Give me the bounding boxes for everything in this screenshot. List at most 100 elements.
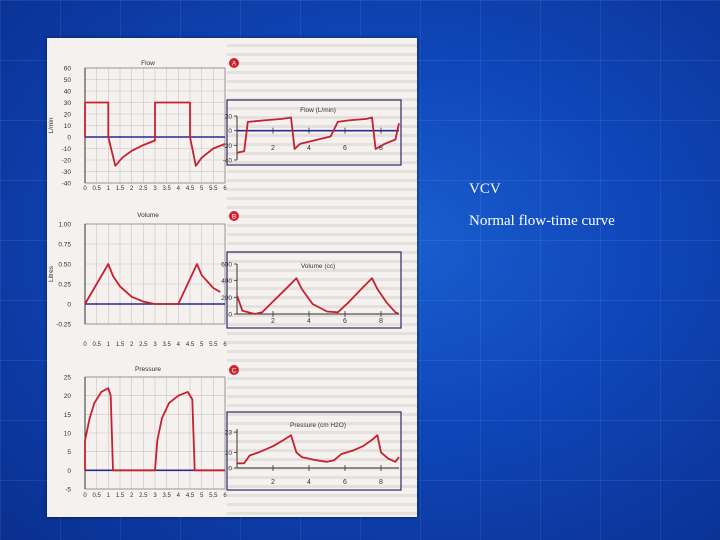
x-tick-label: 6	[223, 342, 227, 348]
x-tick-label: 0.5	[92, 186, 101, 192]
y-tick-label: 20	[225, 114, 233, 121]
y-tick-label: 0	[228, 312, 232, 319]
x-tick-label: 0	[83, 342, 87, 348]
y-tick-label: 0.75	[58, 242, 71, 249]
x-tick-label: 2.5	[139, 493, 148, 499]
x-tick-label: 2	[271, 145, 275, 152]
y-tick-label: 0	[67, 468, 71, 475]
x-tick-label: 0.5	[92, 342, 101, 348]
data-series-line	[84, 387, 225, 472]
x-tick-label: 6	[343, 145, 347, 152]
x-tick-label: 4	[177, 186, 181, 192]
y-tick-label: 0.50	[58, 262, 71, 269]
y-tick-label: -5	[65, 487, 71, 494]
y-tick-label: 20	[64, 112, 72, 119]
x-tick-label: 4	[177, 342, 181, 348]
y-tick-label: 50	[64, 77, 72, 84]
panel-badge	[229, 58, 239, 68]
y-tick-label: 25	[64, 375, 72, 382]
x-tick-label: 4	[307, 318, 311, 325]
y-axis-label: L/min	[48, 117, 55, 133]
x-tick-label: 2	[130, 342, 134, 348]
textbook-figure-image: 60 50 40 30 20 10 0 -10 -20 -30 -40 0 0.5 1 1.5 2 2.5 3 3.…	[47, 38, 417, 517]
x-tick-label: 1	[107, 493, 111, 499]
y-tick-label: 60	[64, 66, 72, 73]
panel-badge-letter: A	[232, 61, 237, 68]
x-tick-label: 2	[130, 493, 134, 499]
y-tick-label: 40	[64, 89, 72, 96]
y-tick-label: -20	[223, 143, 233, 150]
x-tick-label: 0	[83, 186, 87, 192]
x-tick-label: 1.5	[116, 342, 125, 348]
y-tick-label: 10	[64, 431, 72, 438]
y-tick-label: -10	[62, 146, 72, 153]
y-tick-label: 200	[221, 295, 232, 302]
x-tick-label: 8	[379, 318, 383, 325]
y-tick-label: 0	[228, 466, 232, 473]
y-tick-label: 600	[221, 262, 232, 269]
x-tick-label: 4	[307, 145, 311, 152]
x-tick-label: 4.5	[186, 186, 195, 192]
x-tick-label: 4	[177, 493, 181, 499]
chart-title: Flow	[141, 60, 155, 67]
y-tick-label: 0	[228, 128, 232, 135]
inset-panel-frame	[226, 99, 402, 166]
y-tick-label: 0	[67, 135, 71, 142]
inset-panel-frame	[226, 411, 402, 491]
x-tick-label: 5	[200, 493, 204, 499]
x-tick-label: 6	[343, 318, 347, 325]
chart-title: Volume (cc)	[301, 263, 335, 270]
x-tick-label: 6	[223, 493, 227, 499]
data-series-line	[236, 116, 400, 154]
data-series-line	[84, 263, 221, 305]
y-tick-label: 1.00	[58, 222, 71, 229]
y-tick-label: 10	[225, 450, 233, 457]
x-tick-label: 5	[200, 186, 204, 192]
x-tick-label: 3.5	[162, 186, 171, 192]
x-tick-label: 1	[107, 342, 111, 348]
y-tick-label: 0	[67, 302, 71, 309]
x-tick-label: 8	[379, 145, 383, 152]
y-tick-label: 15	[64, 412, 72, 419]
inset-panel-frame	[226, 251, 402, 329]
slide-subtitle: Normal flow-time curve	[469, 213, 615, 229]
x-tick-label: 0	[83, 493, 87, 499]
x-tick-label: 8	[379, 479, 383, 486]
y-tick-label: 23	[225, 430, 233, 437]
x-tick-label: 2	[130, 186, 134, 192]
panel-badge-letter: C	[232, 368, 237, 375]
y-axis-label: Litres	[48, 265, 55, 282]
x-tick-label: 3	[153, 342, 157, 348]
y-tick-label: 0.25	[58, 282, 71, 289]
x-tick-label: 3	[153, 186, 157, 192]
x-tick-label: 4	[307, 479, 311, 486]
x-tick-label: 2	[271, 318, 275, 325]
chart-title: Volume	[137, 212, 159, 219]
x-tick-label: 3	[153, 493, 157, 499]
y-tick-label: -20	[62, 158, 72, 165]
data-series-line	[237, 434, 400, 465]
faded-text-column	[227, 38, 417, 517]
data-series-line	[84, 101, 226, 167]
y-tick-label: 30	[64, 100, 72, 107]
x-tick-label: 0.5	[92, 493, 101, 499]
x-tick-label: 4.5	[186, 342, 195, 348]
y-tick-label: -40	[223, 158, 233, 165]
x-tick-label: 2.5	[139, 342, 148, 348]
x-tick-label: 1.5	[116, 493, 125, 499]
panel-badge	[229, 365, 239, 375]
x-tick-label: 5.5	[209, 493, 218, 499]
panel-badge	[229, 211, 239, 221]
chart-title: Pressure	[135, 366, 161, 373]
x-tick-label: 6	[343, 479, 347, 486]
x-tick-label: 5.5	[209, 342, 218, 348]
y-tick-label: -0.25	[56, 322, 71, 329]
y-tick-label: 10	[64, 123, 72, 130]
x-tick-label: 2.5	[139, 186, 148, 192]
x-tick-label: 3.5	[162, 342, 171, 348]
y-tick-label: -40	[62, 181, 72, 188]
chart-title: Flow (L/min)	[300, 107, 336, 114]
panel-badge-letter: B	[232, 214, 236, 221]
y-tick-label: 20	[64, 393, 72, 400]
